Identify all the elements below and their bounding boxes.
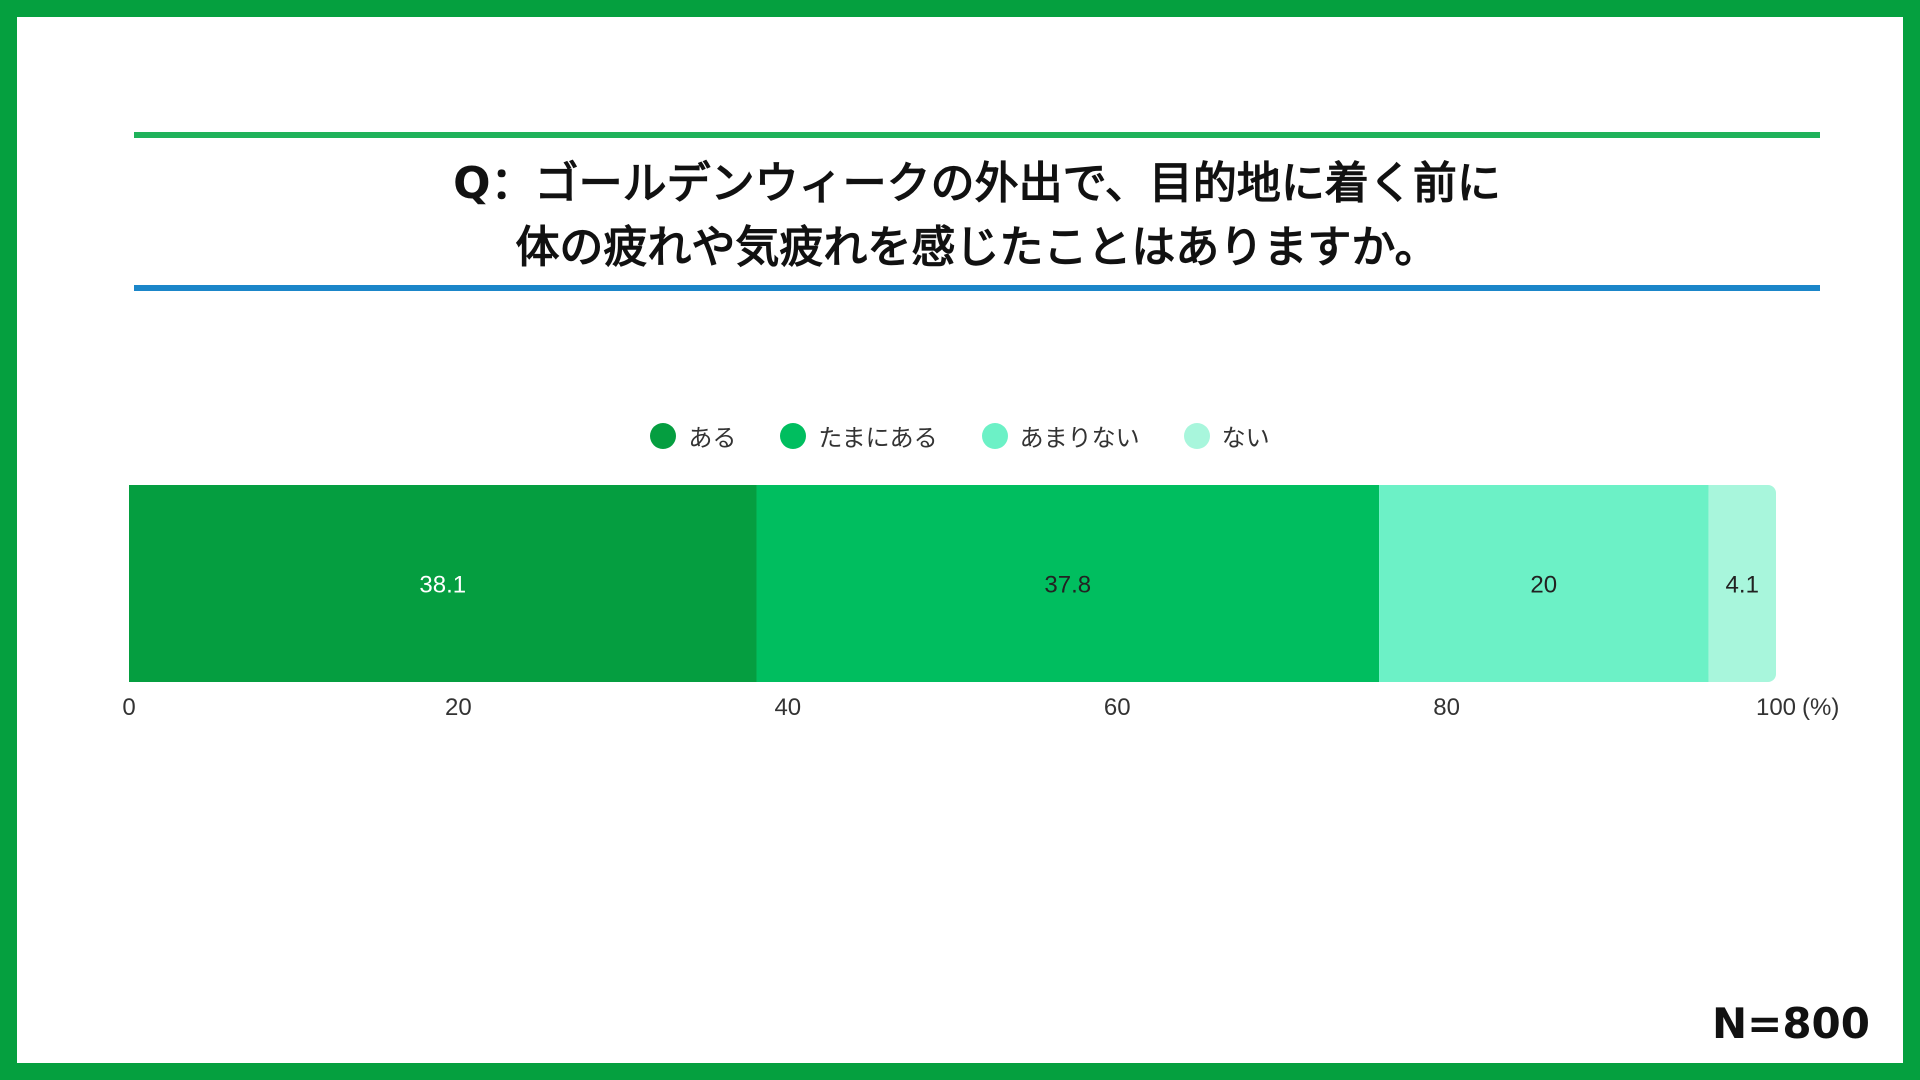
bar-segment-4 bbox=[1708, 485, 1776, 682]
legend-item-aru: ある bbox=[650, 418, 736, 453]
legend-label-aru: ある bbox=[688, 424, 737, 452]
x-tick-label-80: 80 bbox=[1433, 694, 1460, 721]
x-tick-label-60: 60 bbox=[1104, 694, 1131, 721]
title-bottom-rule bbox=[134, 285, 1820, 291]
bar-segment-3 bbox=[1379, 485, 1709, 682]
legend-swatch-nai bbox=[1183, 422, 1210, 449]
x-tick-label-100: 100 bbox=[1756, 694, 1796, 721]
legend-item-tamani-aru: たまにある bbox=[780, 418, 938, 453]
legend-item-amari-nai: あまりない bbox=[981, 418, 1140, 453]
data-label-3: 20 bbox=[1530, 572, 1557, 599]
bar-segment-4-edge bbox=[1708, 485, 1721, 682]
chart-legend: ある たまにある あまりない ない bbox=[0, 418, 1920, 453]
x-tick-label-40: 40 bbox=[774, 694, 801, 721]
data-label-4: 4.1 bbox=[1726, 572, 1759, 599]
question-line-1: Q：ゴールデンウィークの外出で、目的地に着く前に bbox=[453, 158, 1501, 209]
legend-item-nai: ない bbox=[1183, 418, 1270, 453]
sample-size-label: N=800 bbox=[1711, 999, 1870, 1048]
bar-segment-2 bbox=[756, 485, 1380, 682]
legend-label-tamani-aru: たまにある bbox=[818, 424, 938, 452]
x-tick-label-0: 0 bbox=[122, 694, 135, 721]
x-axis-unit-label: (%) bbox=[1802, 694, 1839, 721]
legend-label-amari-nai: あまりない bbox=[1019, 424, 1140, 452]
legend-label-nai: ない bbox=[1221, 424, 1270, 452]
question-title: Q：ゴールデンウィークの外出で、目的地に着く前に 体の疲れや気疲れを感じたことは… bbox=[134, 152, 1820, 280]
legend-swatch-tamani-aru bbox=[780, 422, 807, 449]
x-tick-label-20: 20 bbox=[445, 694, 472, 721]
title-top-rule bbox=[134, 132, 1820, 138]
legend-swatch-aru bbox=[650, 422, 677, 449]
bar-segment-1 bbox=[129, 485, 757, 682]
data-label-1: 38.1 bbox=[419, 572, 466, 599]
question-line-2: 体の疲れや気疲れを感じたことはありますか。 bbox=[515, 222, 1439, 273]
data-label-2: 37.8 bbox=[1044, 572, 1091, 599]
legend-swatch-amari-nai bbox=[981, 422, 1008, 449]
